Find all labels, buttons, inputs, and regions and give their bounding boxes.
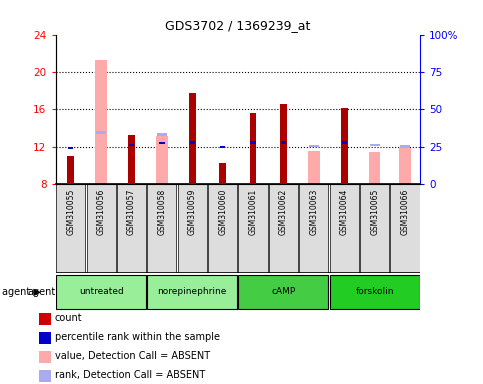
Bar <box>178 184 207 273</box>
Bar <box>96 131 106 134</box>
Bar <box>39 370 51 382</box>
Text: untreated: untreated <box>79 287 124 296</box>
Bar <box>281 141 286 144</box>
Bar <box>39 351 51 363</box>
Bar <box>299 184 328 273</box>
Bar <box>156 136 168 184</box>
Text: count: count <box>55 313 82 323</box>
Bar <box>239 275 328 309</box>
Bar <box>219 163 226 184</box>
Bar <box>159 142 165 144</box>
Text: agent: agent <box>28 287 56 297</box>
Text: GSM310066: GSM310066 <box>400 189 410 235</box>
Bar <box>157 133 167 136</box>
Bar <box>341 108 348 184</box>
Bar <box>399 148 411 184</box>
Bar <box>56 275 146 309</box>
Bar <box>250 113 256 184</box>
Bar <box>239 184 268 273</box>
Bar <box>269 184 298 273</box>
Bar <box>369 152 381 184</box>
Bar <box>147 275 237 309</box>
Bar <box>128 135 135 184</box>
Bar <box>309 144 319 147</box>
Text: agent ▶: agent ▶ <box>2 287 41 297</box>
Bar <box>341 141 347 144</box>
Bar <box>95 60 107 184</box>
Text: GSM310055: GSM310055 <box>66 189 75 235</box>
Bar <box>39 313 51 325</box>
Bar <box>369 144 380 146</box>
Bar <box>129 144 134 146</box>
Bar <box>330 275 420 309</box>
Bar <box>189 93 196 184</box>
Text: GSM310063: GSM310063 <box>309 189 318 235</box>
Text: percentile rank within the sample: percentile rank within the sample <box>55 332 220 342</box>
Bar <box>250 141 256 144</box>
Bar <box>330 184 359 273</box>
Bar <box>68 147 73 149</box>
Text: GSM310064: GSM310064 <box>340 189 349 235</box>
Title: GDS3702 / 1369239_at: GDS3702 / 1369239_at <box>165 19 311 32</box>
Text: cAMP: cAMP <box>271 287 296 296</box>
Text: GSM310059: GSM310059 <box>188 189 197 235</box>
Bar <box>56 184 85 273</box>
Bar <box>280 104 287 184</box>
Text: value, Detection Call = ABSENT: value, Detection Call = ABSENT <box>55 351 210 361</box>
Bar <box>400 146 410 148</box>
Bar <box>39 332 51 344</box>
Bar <box>189 141 195 144</box>
Bar <box>86 184 116 273</box>
Bar <box>208 184 237 273</box>
Text: GSM310061: GSM310061 <box>249 189 257 235</box>
Bar <box>117 184 146 273</box>
Text: GSM310057: GSM310057 <box>127 189 136 235</box>
Text: GSM310056: GSM310056 <box>97 189 106 235</box>
Bar <box>220 146 226 148</box>
Text: GSM310060: GSM310060 <box>218 189 227 235</box>
Bar <box>68 156 74 184</box>
Bar <box>308 151 320 184</box>
Bar <box>360 184 389 273</box>
Text: GSM310065: GSM310065 <box>370 189 379 235</box>
Bar <box>147 184 176 273</box>
Text: forskolin: forskolin <box>355 287 394 296</box>
Bar <box>390 184 420 273</box>
Text: norepinephrine: norepinephrine <box>157 287 227 296</box>
Text: GSM310062: GSM310062 <box>279 189 288 235</box>
Text: GSM310058: GSM310058 <box>157 189 167 235</box>
Text: rank, Detection Call = ABSENT: rank, Detection Call = ABSENT <box>55 370 205 380</box>
